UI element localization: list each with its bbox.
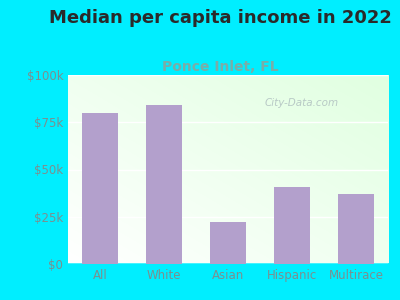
Text: City-Data.com: City-Data.com (264, 98, 339, 108)
Text: Ponce Inlet, FL: Ponce Inlet, FL (162, 60, 278, 74)
Bar (338, 194, 374, 264)
Bar (82, 113, 118, 264)
Text: Median per capita income in 2022: Median per capita income in 2022 (48, 9, 392, 27)
Bar (210, 222, 246, 264)
Bar (146, 105, 182, 264)
Bar (274, 187, 310, 264)
